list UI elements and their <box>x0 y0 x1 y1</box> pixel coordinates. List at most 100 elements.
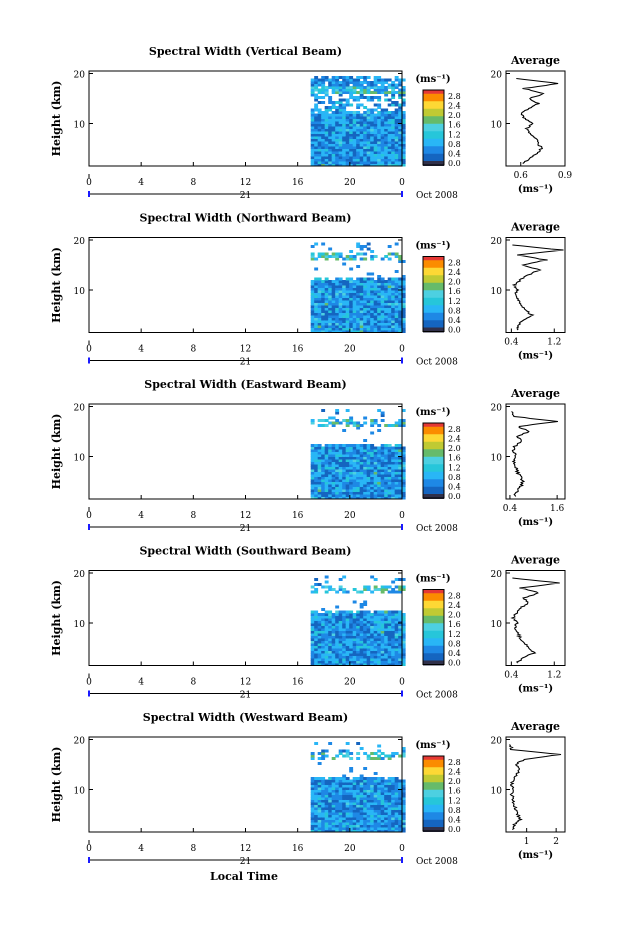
heatmap-cell <box>321 252 326 256</box>
heatmap-cell <box>331 464 336 467</box>
heatmap-cell <box>314 663 319 666</box>
heatmap-cell <box>342 290 347 293</box>
x-tick-label: 4 <box>138 345 144 355</box>
heatmap-cell <box>314 794 319 798</box>
heatmap-cell <box>359 153 364 157</box>
heatmap-cell <box>373 625 378 629</box>
heatmap-cell <box>380 315 385 318</box>
heatmap-cell <box>370 829 375 833</box>
heatmap-cell <box>363 116 368 119</box>
heatmap-cell <box>394 327 399 331</box>
heatmap-cell <box>321 809 326 813</box>
heatmap-cell <box>391 610 396 614</box>
heatmap-cell <box>391 789 396 793</box>
heatmap-cell <box>356 479 361 482</box>
heatmap-cell <box>387 620 392 624</box>
heatmap-cell <box>380 655 385 659</box>
heatmap-cell <box>349 645 354 649</box>
heatmap-cell <box>356 86 361 89</box>
heatmap-cell <box>401 476 406 480</box>
heatmap-cell <box>380 807 385 810</box>
heatmap-cell <box>373 136 378 139</box>
heatmap-cell <box>335 648 340 651</box>
heatmap-cell <box>387 131 392 134</box>
heatmap-cell <box>349 484 354 487</box>
heatmap-cell <box>370 633 375 636</box>
heatmap-cell <box>314 153 319 157</box>
heatmap-cell <box>398 163 403 167</box>
heatmap-cell <box>370 449 375 452</box>
heatmap-cell <box>394 809 399 813</box>
heatmap-cell <box>331 416 336 420</box>
heatmap-cell <box>342 161 347 164</box>
heatmap-cell <box>398 126 403 129</box>
heatmap-cell <box>377 757 382 760</box>
heatmap-cell <box>377 486 382 490</box>
heatmap-cell <box>373 327 378 331</box>
colorbar-segment <box>423 312 444 316</box>
heatmap-cell <box>373 481 378 485</box>
heatmap-cell <box>352 163 357 167</box>
heatmap-cell <box>352 446 357 450</box>
heatmap-cell <box>363 158 368 162</box>
heatmap-cell <box>359 282 364 286</box>
heatmap-cell <box>387 280 392 283</box>
heatmap-cell <box>391 91 396 94</box>
heatmap-cell <box>401 660 406 664</box>
heatmap-cell <box>363 121 368 124</box>
heatmap-cell <box>335 605 340 609</box>
heatmap-cell <box>363 804 368 808</box>
heatmap-cell <box>356 481 361 485</box>
heatmap-cell <box>352 643 357 646</box>
heatmap-cell <box>338 322 343 326</box>
heatmap-cell <box>391 446 396 450</box>
heatmap-cell <box>335 411 340 415</box>
heatmap-cell <box>391 101 396 104</box>
heatmap-cell <box>338 88 343 92</box>
heatmap-cell <box>377 116 382 119</box>
heatmap-cell <box>373 163 378 167</box>
heatmap-cell <box>398 484 403 487</box>
heatmap-cell <box>338 660 343 664</box>
heatmap-cell <box>349 416 354 420</box>
heatmap-cell <box>349 153 354 157</box>
colorbar-bottom-band <box>423 494 444 499</box>
heatmap-cell <box>324 126 329 129</box>
heatmap-cell <box>401 822 406 825</box>
heatmap-cell <box>310 812 315 815</box>
heatmap-cell <box>373 312 378 316</box>
heatmap-cell <box>394 451 399 455</box>
heatmap-cell <box>377 479 382 482</box>
heatmap-cell <box>391 653 396 656</box>
heatmap-cell <box>387 486 392 490</box>
heatmap-cell <box>359 807 364 810</box>
heatmap-cell <box>366 789 371 793</box>
heatmap-cell <box>398 464 403 467</box>
average-x-tick-label: 0.4 <box>503 504 518 514</box>
heatmap-cell <box>321 315 326 318</box>
heatmap-cell <box>373 310 378 313</box>
heatmap-cell <box>331 153 336 157</box>
heatmap-cell <box>310 822 315 825</box>
heatmap-cell <box>324 143 329 147</box>
heatmap-cell <box>310 108 315 112</box>
heatmap-cell <box>352 421 357 425</box>
heatmap-cell <box>345 446 350 450</box>
heatmap-cell <box>394 300 399 303</box>
heatmap-cell <box>331 782 336 785</box>
heatmap-cell <box>398 444 403 447</box>
heatmap-cell <box>342 623 347 626</box>
heatmap-cell <box>342 645 347 649</box>
heatmap-cell <box>373 648 378 651</box>
heatmap-cell <box>349 421 354 425</box>
heatmap-cell <box>317 163 322 167</box>
heatmap-cell <box>366 148 371 152</box>
heatmap-cell <box>377 494 382 497</box>
heatmap-cell <box>321 158 326 162</box>
heatmap-cell <box>391 317 396 321</box>
heatmap-cell <box>373 123 378 127</box>
heatmap-cell <box>370 809 375 813</box>
heatmap-cell <box>359 474 364 477</box>
heatmap-cell <box>335 163 340 167</box>
heatmap-cell <box>398 131 403 134</box>
